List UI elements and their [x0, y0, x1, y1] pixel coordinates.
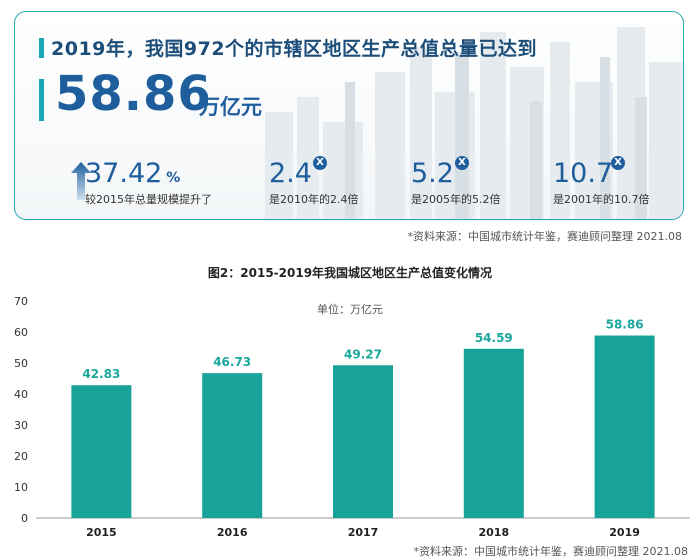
multiple-stat-2001: 10.7 X 是2001年的10.7倍: [553, 156, 650, 207]
multiple-stat-2010: 2.4 X 是2010年的2.4倍: [269, 156, 359, 207]
chart-source: *资料来源：中国城市统计年鉴，赛迪顾问整理 2021.08: [413, 545, 688, 558]
times-badge-icon: X: [611, 156, 625, 170]
y-tick-label: 30: [14, 419, 28, 432]
chart-title: 图2：2015-2019年我国城区地区生产总值变化情况: [207, 266, 493, 280]
city-skyline-illustration: [265, 27, 683, 219]
bar: [594, 335, 655, 518]
multiple-value: 5.2: [411, 158, 454, 189]
multiple-value: 2.4: [269, 158, 312, 189]
bar-value-label: 58.86: [606, 318, 644, 332]
y-tick-label: 50: [14, 357, 28, 370]
multiple-desc: 是2005年的5.2倍: [411, 193, 501, 206]
multiple-desc: 是2001年的10.7倍: [553, 193, 650, 206]
total-unit: 万亿元: [199, 95, 262, 119]
headline-accent-bar: [39, 38, 44, 58]
times-badge-icon: X: [455, 156, 469, 170]
y-tick-label: 60: [14, 326, 28, 339]
y-tick-label: 0: [21, 512, 28, 525]
total-value: 58.86: [55, 66, 212, 122]
bar: [202, 373, 263, 518]
summary-card: 2019年，我国972个的市辖区地区生产总值总量已达到 58.86 万亿元 37…: [14, 11, 684, 220]
chart-unit-label: 单位：万亿元: [317, 303, 383, 316]
x-tick-label: 2015: [86, 526, 117, 539]
value-accent-bar: [39, 79, 44, 121]
x-tick-label: 2016: [217, 526, 248, 539]
growth-suffix: %: [166, 170, 181, 186]
up-arrow-icon: [71, 162, 91, 200]
multiple-desc: 是2010年的2.4倍: [269, 193, 359, 206]
x-tick-label: 2019: [609, 526, 640, 539]
bar-value-label: 49.27: [344, 347, 382, 361]
bar: [333, 365, 393, 518]
growth-value: 37.42: [85, 158, 163, 189]
growth-desc: 较2015年总量规模提升了: [85, 193, 212, 206]
x-tick-label: 2018: [478, 526, 509, 539]
headline: 2019年，我国972个的市辖区地区生产总值总量已达到: [51, 38, 538, 60]
x-tick-label: 2017: [348, 526, 379, 539]
y-tick-label: 20: [14, 450, 28, 463]
multiple-stat-2005: 5.2 X 是2005年的5.2倍: [411, 156, 501, 207]
multiple-value: 10.7: [553, 158, 614, 189]
times-badge-icon: X: [313, 156, 327, 170]
bar-value-label: 42.83: [82, 367, 120, 381]
bar: [463, 348, 524, 518]
bar-value-label: 54.59: [475, 331, 513, 345]
y-tick-label: 10: [14, 481, 28, 494]
bar: [71, 385, 132, 518]
y-tick-label: 40: [14, 388, 28, 401]
summary-source: *资料来源：中国城市统计年鉴，赛迪顾问整理 2021.08: [407, 230, 682, 243]
growth-stat: 37.42% 较2015年总量规模提升了: [85, 160, 212, 207]
bar-value-label: 46.73: [213, 355, 251, 369]
